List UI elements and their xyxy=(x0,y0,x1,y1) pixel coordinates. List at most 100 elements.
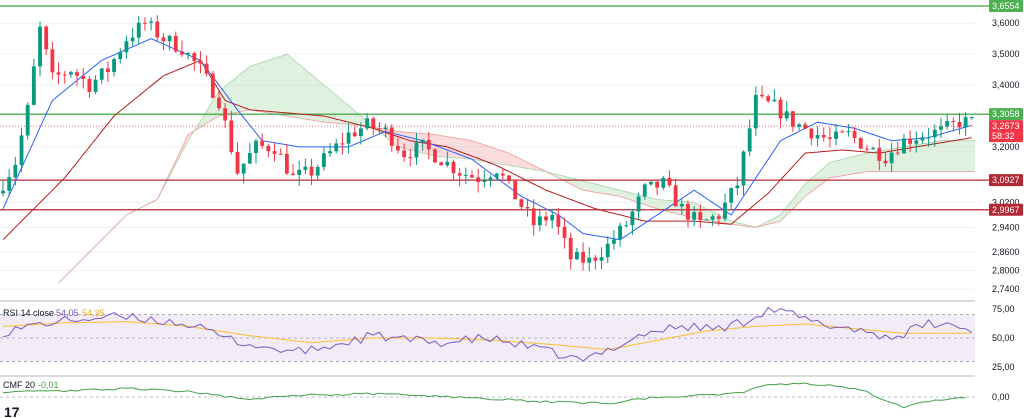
candle-body-up xyxy=(704,219,709,221)
candle-body-up xyxy=(303,166,308,170)
candle xyxy=(723,193,727,222)
candle xyxy=(136,15,141,45)
candle-body-down xyxy=(81,75,86,80)
level-price-label: 3,0927 xyxy=(992,175,1020,185)
candle xyxy=(932,124,937,147)
candle-body-down xyxy=(766,96,771,102)
candle xyxy=(729,187,734,211)
rsi-tick-label: 75,00 xyxy=(992,304,1015,314)
candle-body-down xyxy=(75,72,79,76)
candle xyxy=(315,164,320,180)
candle-body-up xyxy=(784,111,789,119)
level-price-badge xyxy=(989,108,1023,121)
candle xyxy=(87,76,92,98)
candle-body-up xyxy=(642,184,647,197)
candle xyxy=(445,151,450,168)
candle-body-down xyxy=(507,175,511,180)
candle xyxy=(143,17,147,31)
candle-body-up xyxy=(889,152,894,164)
candle-body-down xyxy=(371,118,376,129)
candle xyxy=(883,152,888,167)
candle-body-up xyxy=(624,225,629,227)
candle xyxy=(581,242,585,271)
candle-body-down xyxy=(340,143,345,145)
candle xyxy=(358,122,363,145)
candlestick-series xyxy=(1,15,974,272)
candle-body-up xyxy=(38,26,42,67)
candle-body-up xyxy=(136,22,141,38)
candle-body-up xyxy=(1,190,5,194)
support-resistance-levels xyxy=(0,5,989,211)
candle xyxy=(655,181,660,196)
candle-body-down xyxy=(470,174,474,178)
candle xyxy=(167,34,172,51)
candle xyxy=(871,146,876,150)
candle xyxy=(1,180,5,197)
candle-body-down xyxy=(210,73,215,98)
candle-body-up xyxy=(679,203,684,207)
candle xyxy=(649,181,653,186)
candle xyxy=(155,15,160,42)
rsi-title: RSI 14 close xyxy=(3,308,54,318)
candle xyxy=(62,70,67,84)
candle xyxy=(118,48,123,64)
candle-body-up xyxy=(753,94,758,129)
candle xyxy=(568,232,573,270)
candle xyxy=(192,51,197,71)
candle xyxy=(383,123,388,138)
candle-body-down xyxy=(531,208,536,226)
candle xyxy=(760,85,764,99)
candle xyxy=(204,55,209,77)
candle-body-up xyxy=(963,117,968,128)
candle xyxy=(494,172,499,181)
candle xyxy=(309,158,314,186)
tradingview-logo: 17 xyxy=(4,404,20,418)
candle-body-down xyxy=(87,79,92,92)
candle xyxy=(963,112,968,136)
candle-body-down xyxy=(278,153,283,155)
candle xyxy=(13,156,18,186)
candle xyxy=(908,130,913,152)
candle-body-down xyxy=(180,51,184,55)
candle-body-up xyxy=(420,139,425,143)
candle xyxy=(525,198,530,217)
cmf-pane: 0,00 xyxy=(0,382,1010,409)
candle-body-up xyxy=(167,35,172,42)
candle-body-down xyxy=(284,153,289,174)
candle-body-down xyxy=(426,139,431,150)
price-tick-label: 3,0200 xyxy=(992,198,1020,208)
candle xyxy=(544,212,548,226)
candle xyxy=(710,213,715,226)
candle xyxy=(31,58,36,106)
candle xyxy=(81,67,86,89)
candle xyxy=(161,33,166,50)
candle xyxy=(328,143,332,157)
candle-body-up xyxy=(358,128,363,137)
candle-body-up xyxy=(488,177,493,181)
candle xyxy=(969,116,974,120)
candle xyxy=(550,208,555,229)
candle xyxy=(291,163,295,176)
candle-body-down xyxy=(778,99,783,119)
candle-body-down xyxy=(519,199,524,208)
candle-body-down xyxy=(309,166,314,176)
candle xyxy=(346,123,351,154)
candle xyxy=(858,137,863,150)
candle-body-down xyxy=(827,137,832,139)
candle xyxy=(661,175,666,190)
candle-body-down xyxy=(451,161,456,174)
candle xyxy=(217,91,221,111)
last-price-badge xyxy=(989,120,1023,143)
candle xyxy=(173,31,178,54)
candle xyxy=(741,150,746,196)
candle-body-up xyxy=(932,129,937,138)
candle xyxy=(44,25,49,55)
candle xyxy=(593,255,598,270)
candle xyxy=(821,127,826,142)
rsi-value: 54,05 xyxy=(56,308,79,318)
candle-body-down xyxy=(223,108,228,121)
candle xyxy=(784,100,789,122)
candle xyxy=(686,200,690,228)
candle xyxy=(753,86,758,137)
